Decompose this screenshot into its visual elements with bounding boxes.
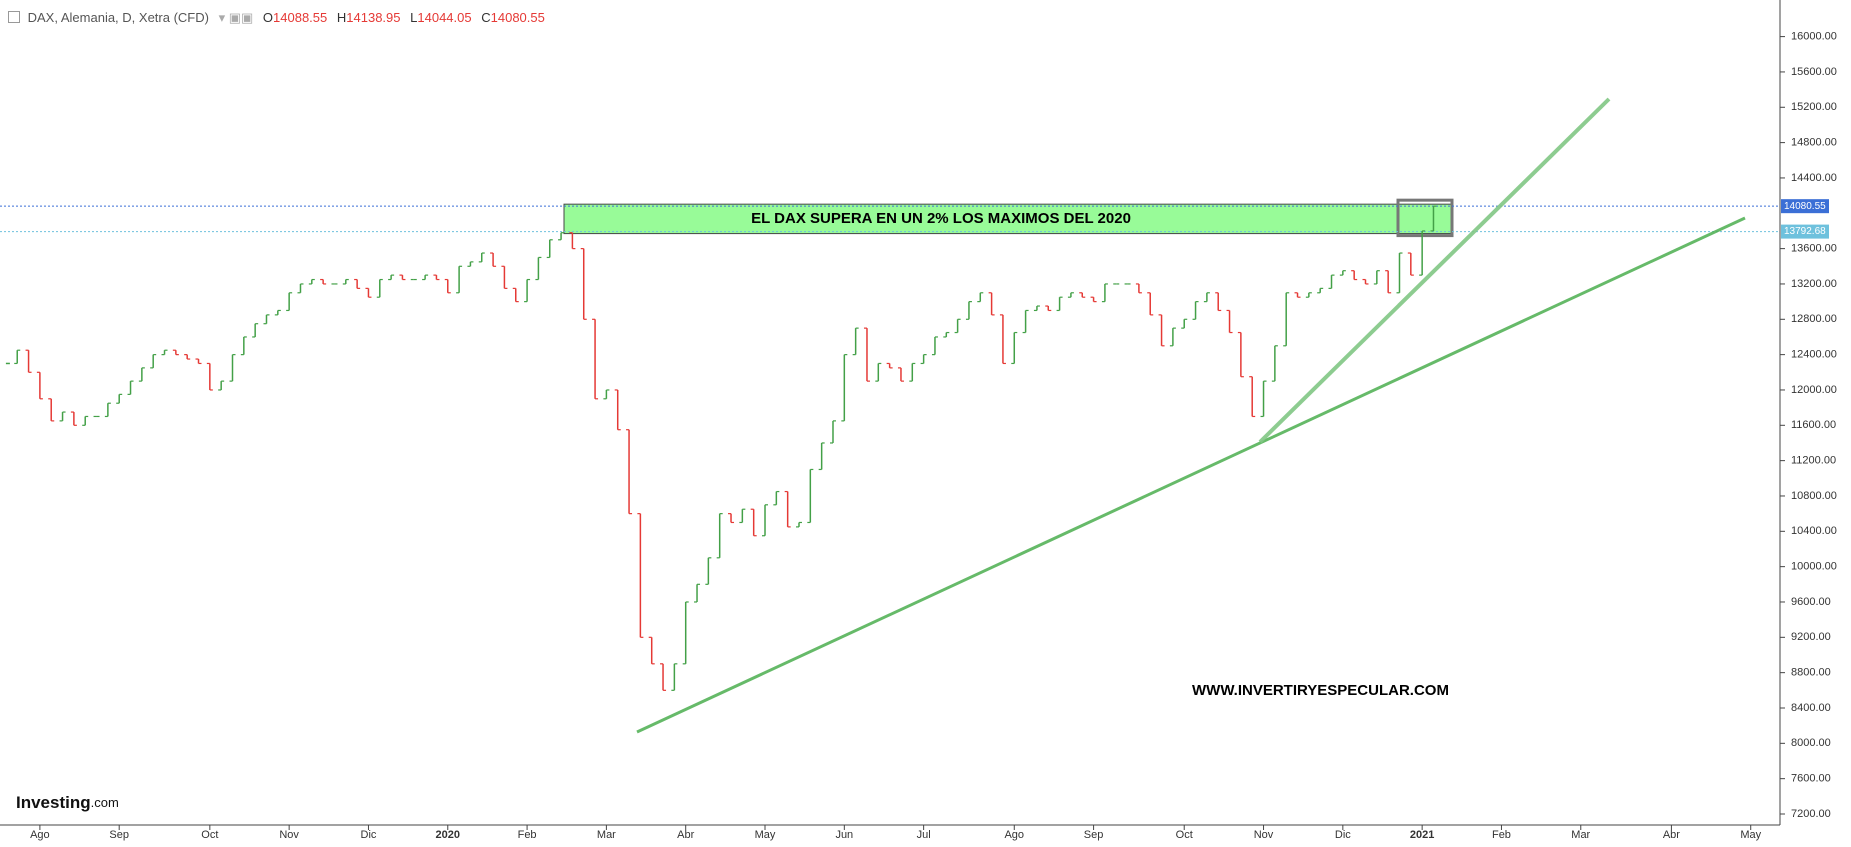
open-value: 14088.55 bbox=[273, 10, 328, 25]
annotation: EL DAX SUPERA EN UN 2% LOS MAXIMOS DEL 2… bbox=[751, 210, 1131, 227]
trend-line bbox=[1258, 97, 1611, 444]
close-value: 14080.55 bbox=[490, 10, 545, 25]
y-tick-label: 15200.00 bbox=[1791, 101, 1837, 113]
y-tick-label: 11600.00 bbox=[1791, 419, 1836, 431]
x-tick-label: Abr bbox=[677, 829, 694, 841]
watermark: WWW.INVERTIRYESPECULAR.COM bbox=[1192, 682, 1449, 699]
icons[interactable]: ▾ ▣▣ bbox=[218, 10, 254, 25]
y-tick-label: 16000.00 bbox=[1791, 31, 1837, 43]
high-value: 14138.95 bbox=[346, 10, 401, 25]
price-badge-label: 13792.68 bbox=[1784, 226, 1826, 237]
y-tick-label: 13600.00 bbox=[1791, 243, 1837, 255]
price-badge bbox=[1781, 199, 1829, 214]
high-label: H bbox=[336, 10, 347, 25]
x-tick-label: Feb bbox=[518, 829, 537, 841]
y-tick-label: 15600.00 bbox=[1791, 66, 1837, 78]
y-tick-label: 13200.00 bbox=[1791, 278, 1837, 290]
y-tick-label: 8000.00 bbox=[1791, 737, 1831, 749]
price-badge bbox=[1781, 224, 1829, 239]
y-tick-label: 10800.00 bbox=[1791, 490, 1837, 502]
y-tick-label: 12000.00 bbox=[1791, 384, 1837, 396]
y-tick-label: 11200.00 bbox=[1791, 455, 1836, 467]
y-tick-label: 8400.00 bbox=[1791, 702, 1831, 714]
x-tick-label: Ago bbox=[30, 829, 50, 841]
x-tick-label: 2021 bbox=[1410, 829, 1434, 841]
trend-line bbox=[636, 216, 1746, 734]
x-tick-label: Sep bbox=[1084, 829, 1104, 841]
symbol-title: DAX, Alemania, D, Xetra (CFD) bbox=[27, 10, 209, 25]
x-tick-label: Oct bbox=[1176, 829, 1193, 841]
y-tick-label: 10400.00 bbox=[1791, 525, 1837, 537]
x-tick-label: Sep bbox=[109, 829, 129, 841]
x-tick-label: Nov bbox=[1254, 829, 1274, 841]
y-tick-label: 10000.00 bbox=[1791, 561, 1837, 573]
logo-name: Investing bbox=[16, 793, 91, 812]
logo: Investing.com bbox=[16, 793, 119, 812]
y-tick-label: 8800.00 bbox=[1791, 667, 1831, 679]
y-tick-label: 14400.00 bbox=[1791, 172, 1837, 184]
logo-suffix: .com bbox=[91, 795, 119, 810]
x-tick-label: 2020 bbox=[436, 829, 460, 841]
y-tick-label: 7200.00 bbox=[1791, 808, 1831, 820]
x-tick-label: Mar bbox=[597, 829, 616, 841]
highlight-zone bbox=[563, 203, 1453, 235]
y-tick-label: 14800.00 bbox=[1791, 137, 1837, 149]
low-value: 14044.05 bbox=[417, 10, 472, 25]
collapse-icon[interactable] bbox=[8, 11, 20, 23]
x-tick-label: Jun bbox=[835, 829, 853, 841]
x-tick-label: Jul bbox=[917, 829, 931, 841]
x-tick-label: Ago bbox=[1004, 829, 1024, 841]
y-tick-label: 12400.00 bbox=[1791, 349, 1837, 361]
x-tick-label: Dic bbox=[361, 829, 377, 841]
y-tick-label: 9200.00 bbox=[1791, 631, 1831, 643]
x-tick-label: Feb bbox=[1492, 829, 1511, 841]
y-tick-label: 9600.00 bbox=[1791, 596, 1831, 608]
y-tick-label: 7600.00 bbox=[1791, 773, 1831, 785]
x-tick-label: May bbox=[1740, 829, 1761, 841]
close-label: C bbox=[481, 10, 491, 25]
x-tick-label: May bbox=[755, 829, 776, 841]
focus-box bbox=[1396, 198, 1454, 238]
x-tick-label: Dic bbox=[1335, 829, 1351, 841]
low-label: L bbox=[410, 10, 418, 25]
price-badge-label: 14080.55 bbox=[1784, 201, 1826, 212]
header: DAX, Alemania, D, Xetra (CFD) ▾ ▣▣ O1408… bbox=[8, 10, 551, 26]
x-tick-label: Nov bbox=[279, 829, 299, 841]
x-tick-label: Mar bbox=[1571, 829, 1590, 841]
x-tick-label: Abr bbox=[1663, 829, 1680, 841]
open-label: O bbox=[262, 10, 274, 25]
x-tick-label: Oct bbox=[201, 829, 218, 841]
y-tick-label: 12800.00 bbox=[1791, 313, 1837, 325]
